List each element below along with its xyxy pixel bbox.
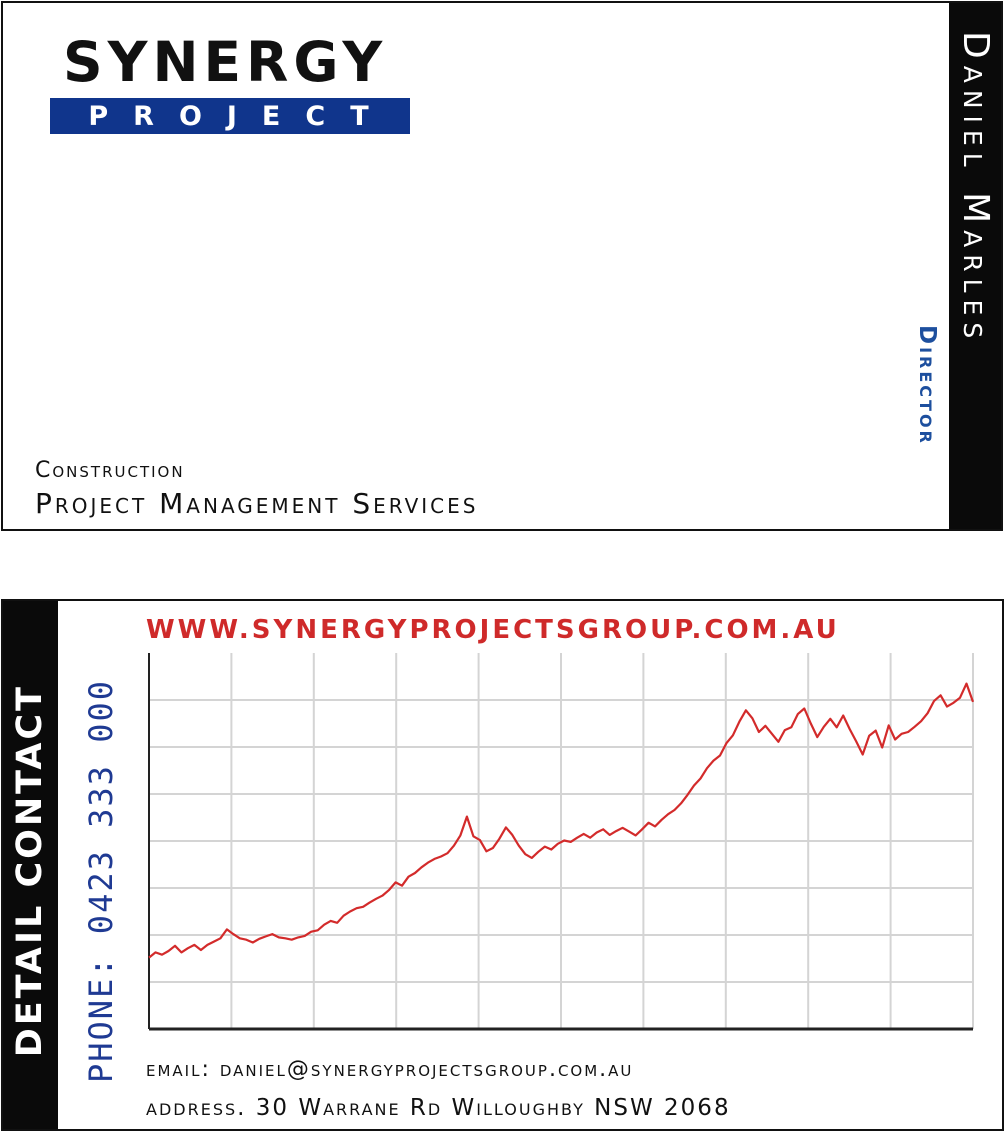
- logo-subtitle-bar: PROJECT: [50, 98, 410, 134]
- job-title: Director: [914, 325, 940, 446]
- business-card-back: DETAIL CONTACT PHONE: 0423 333 000 WWW.S…: [1, 599, 1004, 1131]
- tagline-services: Project Management Services: [35, 487, 479, 520]
- street-address: address. 30 Warrane Rd Willoughby NSW 20…: [146, 1095, 731, 1121]
- person-name: Daniel Marles: [955, 31, 996, 346]
- detail-band: DETAIL CONTACT: [3, 601, 58, 1129]
- logo-wordmark: SYNERGY: [63, 30, 388, 94]
- business-card-front: SYNERGY PROJECT Construction Project Man…: [1, 1, 1003, 531]
- tagline-construction: Construction: [35, 458, 185, 483]
- chart-series-line: [148, 682, 975, 959]
- name-band: Daniel Marles: [949, 3, 1001, 529]
- logo-subtitle: PROJECT: [88, 100, 394, 132]
- phone-number: PHONE: 0423 333 000: [82, 678, 120, 1083]
- growth-line-chart: [148, 653, 975, 1031]
- email-address: email: daniel@synergyprojectsgroup.com.a…: [146, 1057, 634, 1082]
- detail-contact-label: DETAIL CONTACT: [10, 683, 50, 1057]
- website-url: WWW.SYNERGYPROJECTSGROUP.COM.AU: [146, 615, 840, 645]
